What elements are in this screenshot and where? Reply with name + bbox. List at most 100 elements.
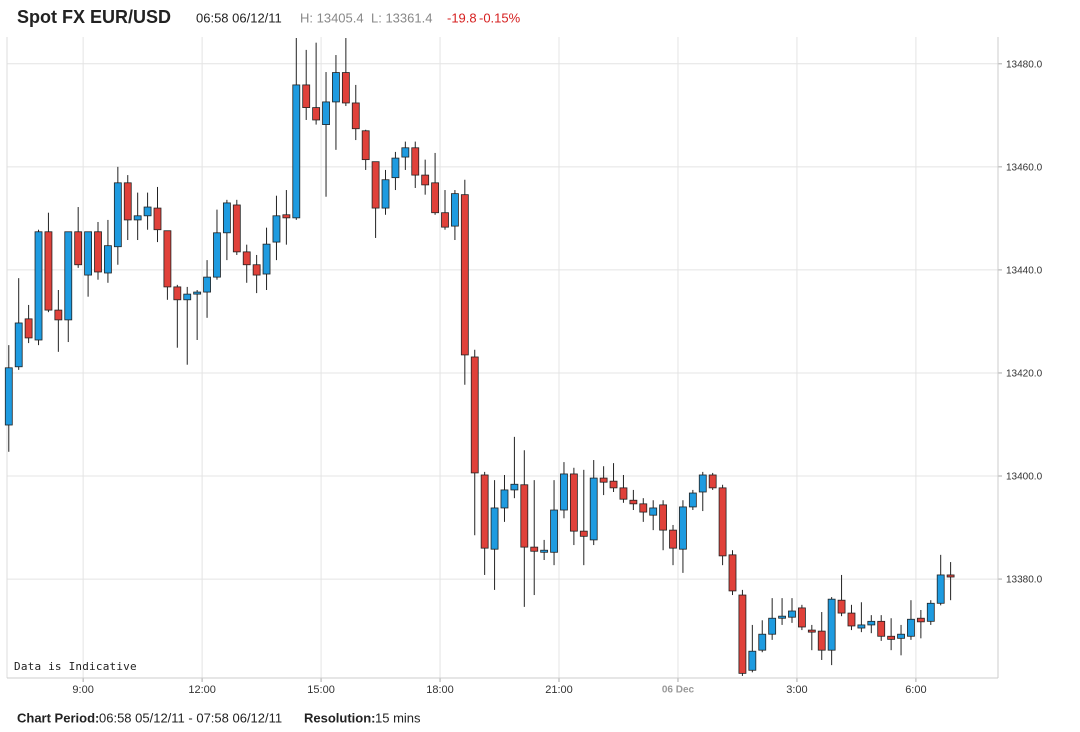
candle-body bbox=[679, 506, 687, 550]
resolution: 15 mins bbox=[375, 710, 421, 725]
candle-body bbox=[371, 161, 380, 209]
candle-body bbox=[470, 356, 479, 474]
candle-body bbox=[94, 231, 102, 273]
candle-body bbox=[560, 473, 568, 511]
y-tick-label: 13440.0 bbox=[1006, 266, 1043, 277]
x-tick-label: 06 Dec bbox=[662, 685, 695, 696]
candle-body bbox=[718, 487, 727, 557]
y-tick-label: 13400.0 bbox=[1006, 472, 1043, 483]
candle-body bbox=[460, 194, 469, 356]
candle-body bbox=[341, 72, 350, 104]
candle-body bbox=[738, 594, 747, 674]
candle-body bbox=[778, 615, 786, 619]
candle-body bbox=[768, 617, 777, 635]
candle-body bbox=[926, 602, 935, 622]
candle-body bbox=[827, 598, 836, 651]
candle-body bbox=[173, 286, 182, 301]
x-tick-label: 3:00 bbox=[786, 684, 807, 696]
candle-body bbox=[807, 629, 816, 633]
candle-body bbox=[252, 264, 261, 276]
candle-body bbox=[302, 84, 311, 108]
y-tick-label: 13420.0 bbox=[1006, 369, 1043, 380]
candle-body bbox=[688, 492, 697, 508]
x-tick-label: 9:00 bbox=[72, 684, 93, 696]
candle-body bbox=[133, 215, 142, 221]
candle-body bbox=[480, 474, 489, 549]
candle-body bbox=[669, 529, 677, 549]
candle-body bbox=[639, 503, 648, 513]
candle-body bbox=[203, 276, 211, 293]
candle-body bbox=[441, 212, 449, 228]
candle-body bbox=[798, 607, 806, 628]
candle-body bbox=[222, 202, 231, 234]
candle-body bbox=[213, 232, 221, 278]
candle-body bbox=[916, 617, 925, 623]
period: 06:58 05/12/11 - 07:58 06/12/11 bbox=[99, 710, 282, 725]
period-label: Chart Period: bbox=[17, 710, 99, 725]
candle-body bbox=[708, 474, 717, 489]
timestamp: 06:58 06/12/11 bbox=[196, 10, 282, 25]
candle-body bbox=[649, 507, 658, 516]
title: Spot FX EUR/USD bbox=[17, 7, 171, 27]
candle-body bbox=[936, 574, 945, 604]
x-tick-label: 12:00 bbox=[188, 684, 216, 696]
candle-body bbox=[837, 599, 846, 614]
resolution-label: Resolution: bbox=[304, 710, 376, 725]
low-stat: L: 13361.4 bbox=[371, 10, 432, 25]
candle-body bbox=[867, 620, 876, 626]
candle-body bbox=[748, 650, 757, 671]
candle-body bbox=[351, 102, 360, 130]
candle-body bbox=[163, 230, 172, 288]
candle-body bbox=[262, 243, 271, 275]
candle-body bbox=[401, 147, 410, 158]
x-tick-label: 18:00 bbox=[426, 684, 454, 696]
plot-area bbox=[4, 37, 1002, 682]
candle-body bbox=[540, 549, 549, 553]
candle-body bbox=[24, 318, 33, 339]
candle-body bbox=[312, 107, 321, 121]
x-tick-label: 21:00 bbox=[545, 684, 573, 696]
candle-body bbox=[619, 487, 628, 500]
candle-body bbox=[143, 206, 152, 217]
candle-body bbox=[242, 251, 251, 266]
candle-body bbox=[64, 231, 73, 321]
candle-body bbox=[599, 477, 608, 483]
candle-body bbox=[629, 499, 638, 505]
candle-body bbox=[788, 610, 796, 618]
candle-body bbox=[322, 101, 330, 125]
candle-body bbox=[123, 182, 132, 221]
candle-body bbox=[847, 612, 856, 627]
candle-body bbox=[817, 630, 826, 651]
candle-body bbox=[728, 554, 737, 592]
candle-body bbox=[659, 504, 668, 531]
candle-body bbox=[500, 489, 509, 509]
candle-body bbox=[857, 624, 866, 629]
candle-body bbox=[332, 72, 340, 103]
candle-body bbox=[391, 157, 400, 179]
candle-body bbox=[550, 509, 558, 553]
candle-body bbox=[609, 480, 618, 489]
candle-body bbox=[84, 231, 92, 276]
change-pct: -0.15% bbox=[479, 10, 521, 25]
candle-body bbox=[887, 635, 896, 640]
candle-body bbox=[153, 207, 162, 231]
y-tick-label: 13460.0 bbox=[1006, 162, 1043, 173]
x-tick-label: 6:00 bbox=[905, 684, 926, 696]
change: -19.8 bbox=[447, 10, 477, 25]
candle-body bbox=[510, 483, 519, 491]
candle-body bbox=[451, 193, 459, 227]
candle-body bbox=[54, 309, 63, 321]
candle-body bbox=[490, 507, 499, 550]
candle-body bbox=[589, 477, 598, 541]
candle-body bbox=[104, 245, 112, 274]
candle-body bbox=[113, 182, 122, 248]
candle-body bbox=[14, 322, 23, 368]
candle-body bbox=[946, 574, 955, 578]
candle-body bbox=[34, 231, 43, 341]
annotation: Data is Indicative bbox=[14, 660, 137, 673]
plot-background bbox=[7, 37, 998, 678]
y-tick-label: 13380.0 bbox=[1006, 575, 1043, 586]
x-tick-label: 15:00 bbox=[307, 684, 335, 696]
candle-body bbox=[758, 633, 767, 651]
candle-body bbox=[698, 474, 707, 493]
